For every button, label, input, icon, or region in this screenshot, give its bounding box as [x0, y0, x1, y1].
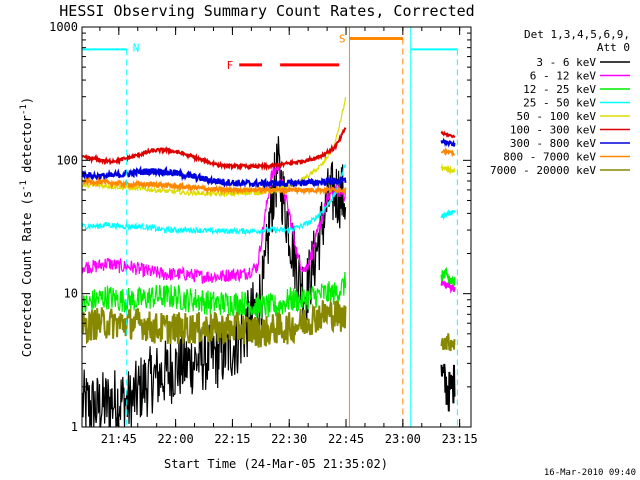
legend-label: 6 - 12 keV	[530, 70, 597, 83]
late-series-c800_7000	[440, 146, 456, 158]
flare-label: F	[227, 59, 234, 72]
x-tick-label: 21:45	[101, 432, 137, 446]
late-series-c50_100	[440, 163, 456, 176]
x-tick-label: 22:15	[214, 432, 250, 446]
late-series-c3_6	[440, 363, 456, 412]
x-tick-label: 23:00	[385, 432, 421, 446]
x-tick-label: 23:15	[442, 432, 478, 446]
legend-label: 25 - 50 keV	[523, 97, 596, 110]
series-c50_100	[81, 96, 347, 198]
plot-frame	[81, 26, 472, 428]
late-series-c6_12	[440, 279, 456, 294]
chart-title: HESSI Observing Summary Count Rates, Cor…	[59, 2, 474, 20]
legend-label: 300 - 800 keV	[510, 137, 596, 150]
legend-attenuator: Att 0	[597, 41, 630, 54]
y-axis-label: Corrected Count Rate (s-1 detector-1)	[19, 97, 34, 357]
y-tick-label: 10	[64, 287, 78, 301]
legend-label: 7000 - 20000 keV	[490, 164, 596, 177]
x-axis: 21:45 22:00 22:15 22:30 22:45 23:00 23:15	[99, 27, 478, 446]
x-tick-label: 22:30	[271, 432, 307, 446]
late-series-c300_800	[440, 137, 456, 148]
night-label: N	[133, 41, 140, 54]
date-stamp: 16-Mar-2010 09:40	[544, 468, 636, 478]
late-series-c100_300	[440, 130, 456, 139]
legend-label: 800 - 7000 keV	[503, 151, 596, 164]
x-tick-label: 22:45	[328, 432, 364, 446]
late-series-c25_50	[440, 209, 456, 221]
legend-label: 100 - 300 keV	[510, 124, 596, 137]
late-series-c12_25	[440, 266, 456, 286]
late-series-c7000_20000	[440, 333, 456, 352]
legend-label: 12 - 25 keV	[523, 83, 596, 96]
saa-label: S	[339, 32, 346, 45]
legend-label: 3 - 6 keV	[536, 56, 596, 69]
series-c100_300	[82, 127, 347, 172]
y-tick-label: 100	[56, 153, 78, 167]
legend-header: Det 1,3,4,5,6,9,	[524, 28, 630, 41]
annotation-layer: N S F	[82, 27, 458, 427]
series-c25_50	[81, 164, 347, 236]
y-axis: 1 10 100 1000	[49, 20, 471, 434]
series-layer	[81, 96, 456, 428]
legend-label: 50 - 100 keV	[517, 110, 597, 123]
x-tick-label: 22:00	[158, 432, 194, 446]
y-tick-label: 1	[71, 420, 78, 434]
x-axis-label: Start Time (24-Mar-05 21:35:02)	[164, 457, 388, 471]
y-tick-label: 1000	[49, 20, 78, 34]
